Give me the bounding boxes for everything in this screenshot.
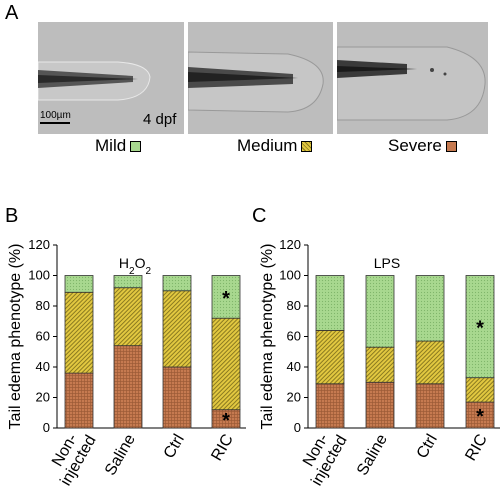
y-tick-label-lps-120: 120 (279, 237, 301, 252)
tail-image-mild (38, 22, 184, 134)
tail-image-medium (188, 22, 333, 134)
significance-star-lps-mild: * (476, 318, 484, 340)
category-label-h2o2-ric: RIC (208, 432, 237, 464)
micrograph-mild (38, 22, 184, 134)
legend-medium: Medium (237, 136, 313, 156)
bar-lps-saline-mild (365, 275, 395, 348)
legend-mild-swatch (130, 140, 142, 152)
bar-lps-ctrl-severe (415, 383, 445, 429)
micrograph-severe (337, 22, 488, 134)
y-tick-label-h2o2-60: 60 (36, 329, 50, 344)
bar-lps-noninj-medium (315, 329, 345, 385)
bar-lps-noninj-severe (315, 383, 345, 429)
panel-label-c: C (252, 205, 267, 227)
legend-mild: Mild (95, 136, 142, 156)
y-tick-label-lps-0: 0 (294, 420, 301, 435)
bar-h2o2-saline-medium (113, 287, 143, 347)
bar-h2o2-ric-medium (211, 317, 241, 411)
legend-mild-label: Mild (95, 136, 127, 155)
bar-lps-ric-severe (465, 401, 495, 429)
bar-h2o2-noninj-mild (64, 275, 94, 293)
bar-h2o2-saline-mild (113, 275, 143, 289)
bar-h2o2-ctrl-medium (162, 290, 192, 368)
y-tick-label-h2o2-20: 20 (36, 390, 50, 405)
category-label-h2o2-saline: Saline (102, 431, 139, 478)
y-tick-label-lps-20: 20 (287, 390, 301, 405)
panel-label-a: A (5, 2, 19, 24)
y-tick-label-h2o2-0: 0 (43, 420, 50, 435)
bar-h2o2-noninj-severe (64, 372, 94, 429)
bar-h2o2-ric-mild (211, 275, 241, 319)
bar-h2o2-saline-severe (113, 345, 143, 429)
y-axis-label-h2o2: Tail edema phenotype (%) (7, 244, 24, 430)
y-tick-label-h2o2-120: 120 (28, 237, 50, 252)
bar-lps-ctrl-mild (415, 275, 445, 342)
scale-bar (40, 122, 70, 124)
y-tick-label-lps-80: 80 (287, 298, 301, 313)
y-tick-label-lps-100: 100 (279, 268, 301, 283)
legend-medium-swatch (301, 140, 313, 152)
category-label-lps-ric: RIC (462, 432, 491, 464)
significance-star-lps-severe: * (476, 406, 484, 428)
chart-title-lps: LPS (374, 255, 400, 271)
category-label-h2o2-ctrl: Ctrl (161, 432, 188, 462)
chart-title-h2o2: H2O2 (119, 255, 152, 277)
legend-medium-label: Medium (237, 136, 298, 155)
bar-h2o2-noninj-medium (64, 291, 94, 374)
y-tick-label-lps-40: 40 (287, 359, 301, 374)
bar-lps-saline-medium (365, 346, 395, 383)
legend-severe: Severe (388, 136, 457, 156)
significance-star-h2o2-mild: * (222, 288, 230, 310)
stage-label: 4 dpf (143, 111, 177, 128)
micrograph-medium (188, 22, 333, 134)
significance-star-h2o2-severe: * (222, 410, 230, 432)
y-tick-label-lps-60: 60 (287, 329, 301, 344)
category-label-lps-noninj: Non-injected (294, 424, 351, 489)
legend-severe-label: Severe (388, 136, 442, 155)
bar-lps-ric-medium (465, 377, 495, 403)
legend-severe-swatch (445, 140, 457, 152)
bar-lps-ric-mild (465, 275, 495, 379)
y-tick-label-h2o2-100: 100 (28, 268, 50, 283)
panel-label-b: B (5, 205, 19, 227)
category-label-lps-ctrl: Ctrl (414, 432, 441, 462)
y-tick-label-h2o2-80: 80 (36, 298, 50, 313)
bar-h2o2-ctrl-mild (162, 275, 192, 292)
y-tick-label-h2o2-40: 40 (36, 359, 50, 374)
bar-lps-ctrl-medium (415, 340, 445, 385)
category-label-lps-saline: Saline (354, 431, 391, 478)
bar-lps-saline-severe (365, 381, 395, 429)
category-label-h2o2-noninj: Non-injected (43, 424, 100, 489)
y-axis-label-lps: Tail edema phenotype (%) (259, 244, 276, 430)
bar-lps-noninj-mild (315, 275, 345, 331)
bar-h2o2-ctrl-severe (162, 366, 192, 429)
scale-label: 100µm (40, 110, 71, 121)
tail-image-severe (337, 22, 488, 134)
